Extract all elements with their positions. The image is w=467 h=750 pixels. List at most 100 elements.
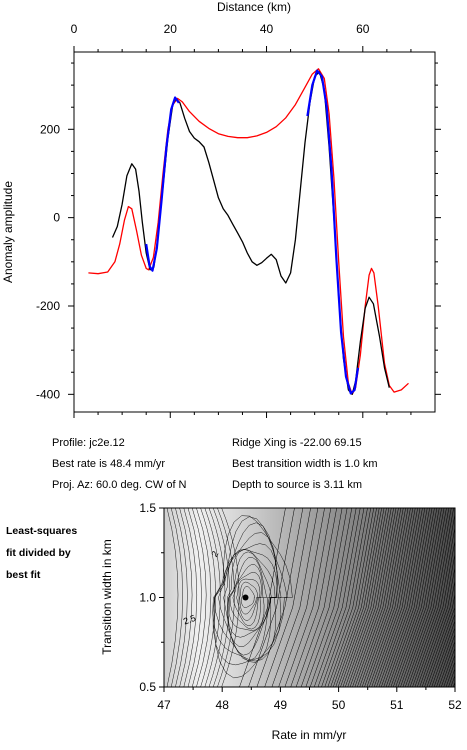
- source-depth: Depth to source is 3.11 km: [232, 479, 363, 491]
- profile-name: Profile: jc2e.12: [52, 437, 125, 449]
- contour-line: [200, 508, 216, 687]
- contour-line: [183, 508, 198, 687]
- contour-line: [217, 508, 235, 687]
- contour-line: [175, 508, 188, 687]
- misfit-x-tick-label: 52: [448, 698, 462, 712]
- contour-line: [378, 508, 426, 687]
- contour-line: [407, 508, 454, 687]
- contour-line: [191, 508, 207, 687]
- contour-line: [393, 508, 440, 687]
- contour-line: [431, 620, 455, 687]
- profile-y-tick-label: 200: [40, 122, 60, 136]
- contour-line: [284, 508, 332, 687]
- contour-line: [383, 508, 430, 687]
- best-fit-marker: [242, 594, 249, 601]
- contour-line: [196, 508, 212, 687]
- contour-line: [332, 508, 380, 687]
- contour-line: [264, 508, 311, 687]
- contour-line: [221, 508, 240, 687]
- contour-line: [352, 508, 399, 687]
- profile-x-label: Distance (km): [217, 0, 291, 14]
- contour-line: [373, 508, 421, 687]
- contour-line: [443, 654, 455, 687]
- contour-line: [290, 508, 337, 687]
- contour-line: [187, 508, 202, 687]
- side-note-line-1: Least-squares: [6, 525, 78, 537]
- misfit-x-label: Rate in mm/yr: [272, 728, 347, 742]
- misfit-y-tick-label: 1.5: [139, 501, 156, 515]
- best-rate: Best rate is 48.4 mm/yr: [52, 458, 166, 470]
- contour-line: [214, 515, 293, 679]
- profile-y-tick-label: -400: [36, 387, 60, 401]
- contour-line: [330, 508, 377, 687]
- side-note-line-3: best fit: [6, 569, 41, 581]
- contour-line: [361, 508, 409, 687]
- contour-line: [208, 508, 226, 687]
- contour-line: [342, 508, 390, 687]
- profile-y-label: Anomaly amplitude: [1, 181, 15, 283]
- contour-line: [463, 508, 467, 687]
- contour-line: [223, 549, 278, 656]
- contour-line: [349, 508, 397, 687]
- contour-line: [395, 508, 442, 687]
- contour-line: [313, 508, 361, 687]
- misfit-x-tick-label: 48: [216, 698, 230, 712]
- profile-series-observed: [111, 71, 390, 395]
- contour-line: [366, 508, 414, 687]
- profile-plot-frame: [73, 51, 436, 413]
- contour-line: [248, 508, 295, 687]
- contour-line: [204, 508, 221, 687]
- contour-line: [381, 508, 428, 687]
- contour-line: [166, 508, 179, 687]
- contour-line: [241, 586, 255, 608]
- side-note-line-2: fit divided by: [6, 547, 71, 559]
- contour-label: 2: [209, 549, 220, 558]
- profile-x-tick-label: 60: [356, 22, 370, 36]
- contour-line: [337, 508, 385, 687]
- contour-line: [321, 508, 368, 687]
- misfit-x-tick-label: 47: [157, 698, 171, 712]
- contour-line: [295, 508, 343, 687]
- misfit-x-tick-label: 51: [390, 698, 404, 712]
- contour-line: [371, 508, 418, 687]
- contour-line: [456, 508, 467, 687]
- contour-line: [271, 508, 319, 687]
- contour-line: [227, 549, 276, 647]
- contour-line: [278, 508, 325, 687]
- contour-line: [354, 508, 402, 687]
- profile-y-tick-label: 0: [53, 211, 60, 225]
- contour-line: [429, 613, 455, 687]
- contour-line: [421, 578, 455, 687]
- misfit-contour-chart: 47 48 49 50 51 52 0.5 1.0 1.5 Rate in mm/yr Tran…: [100, 501, 467, 742]
- contour-line: [317, 508, 365, 687]
- contour-line: [236, 578, 261, 621]
- contour-line: [229, 564, 264, 630]
- misfit-y-tick-label: 0.5: [139, 680, 156, 694]
- contour-line: [309, 508, 357, 687]
- contour-line: [359, 508, 406, 687]
- contour-line: [376, 508, 423, 687]
- contour-line: [324, 508, 372, 687]
- contour-line: [212, 508, 230, 687]
- contour-line: [340, 508, 387, 687]
- misfit-x-tick-label: 49: [274, 698, 288, 712]
- contour-line: [239, 508, 286, 687]
- profile-y-tick-label: -200: [36, 299, 60, 313]
- best-transition-width: Best transition width is 1.0 km: [232, 458, 378, 470]
- contour-line: [335, 508, 382, 687]
- contour-line: [405, 508, 452, 687]
- profile-x-tick-label: 20: [164, 22, 178, 36]
- contour-line: [364, 508, 411, 687]
- contour-line: [239, 581, 258, 615]
- contour-line: [424, 592, 455, 687]
- contour-line: [347, 508, 394, 687]
- projection-azimuth: Proj. Az: 60.0 deg. CW of N: [52, 479, 187, 491]
- contour-line: [436, 633, 455, 687]
- contour-line: [170, 508, 183, 687]
- contour-line: [345, 508, 392, 687]
- contour-line: [256, 508, 304, 687]
- misfit-shading: [164, 508, 455, 687]
- profile-x-tick-label: 0: [71, 22, 78, 36]
- contour-label: 2.5: [182, 613, 197, 627]
- ridge-crossing: Ridge Xing is -22.00 69.15: [232, 437, 362, 449]
